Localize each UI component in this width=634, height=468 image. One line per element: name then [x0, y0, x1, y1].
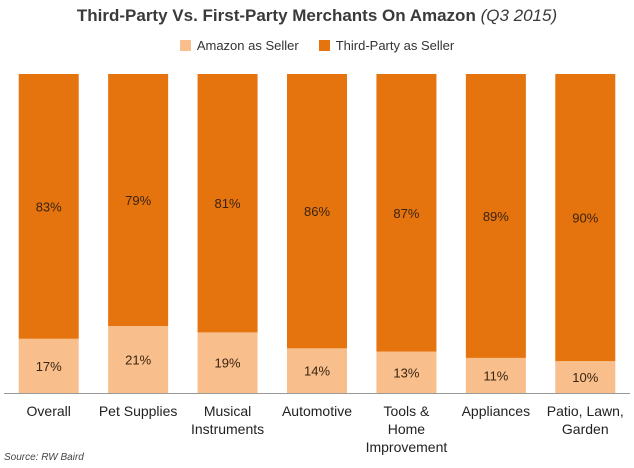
category-label-2-0: Musical: [204, 403, 251, 419]
data-label-third-party-0: 83%: [36, 199, 62, 214]
bar-third-party-1: [108, 74, 169, 327]
bar-third-party-5: [465, 74, 526, 358]
bar-amazon-3: [287, 348, 347, 393]
data-label-amazon-0: 17%: [36, 359, 62, 374]
source-note: Source: RW Baird: [4, 452, 84, 463]
category-label-6-1: Garden: [562, 421, 609, 437]
data-label-third-party-1: 79%: [125, 193, 151, 208]
legend-label-third-party: Third-Party as Seller: [335, 38, 455, 53]
legend-swatch-third-party: [318, 40, 330, 51]
bar-amazon-5: [465, 357, 526, 393]
data-label-third-party-6: 90%: [572, 211, 598, 226]
data-label-third-party-3: 86%: [304, 204, 330, 219]
legend-item-amazon: Amazon as Seller: [179, 38, 299, 53]
bar-third-party-6: [555, 74, 616, 362]
category-label-0-0: Overall: [27, 403, 71, 419]
chart-title: Third-Party Vs. First-Party Merchants On…: [0, 6, 634, 26]
data-label-amazon-3: 14%: [304, 364, 330, 379]
bar-amazon-6: [555, 361, 616, 393]
bar-third-party-2: [197, 74, 258, 333]
bar-amazon-1: [108, 326, 169, 393]
bar-amazon-0: [18, 338, 79, 393]
category-label-1-0: Pet Supplies: [99, 403, 178, 419]
category-label-4-0: Tools &: [383, 403, 430, 419]
category-label-4-1: Home: [388, 421, 426, 437]
data-label-third-party-4: 87%: [393, 206, 419, 221]
data-label-amazon-5: 11%: [483, 368, 508, 383]
bar-third-party-0: [18, 74, 79, 339]
data-label-third-party-5: 89%: [483, 209, 509, 224]
bar-amazon-2: [197, 332, 258, 393]
category-label-3-0: Automotive: [282, 403, 352, 419]
category-label-5-0: Appliances: [462, 403, 531, 419]
category-label-4-2: Improvement: [366, 439, 448, 455]
legend-swatch-amazon: [179, 40, 191, 51]
data-label-third-party-2: 81%: [215, 196, 241, 211]
legend-label-amazon: Amazon as Seller: [196, 38, 299, 53]
data-label-amazon-1: 21%: [125, 353, 151, 368]
data-label-amazon-6: 10%: [572, 370, 598, 385]
chart-title-main: Third-Party Vs. First-Party Merchants On…: [76, 6, 476, 25]
category-label-6-0: Patio, Lawn,: [547, 403, 624, 419]
data-label-amazon-4: 13%: [393, 365, 419, 380]
bar-amazon-4: [376, 351, 437, 393]
chart-title-sub: (Q3 2015): [480, 6, 558, 25]
bar-third-party-3: [287, 74, 347, 349]
data-label-amazon-2: 19%: [215, 356, 241, 371]
bar-third-party-4: [376, 74, 437, 352]
chart-legend: Amazon as Seller Third-Party as Seller: [0, 38, 634, 53]
category-label-2-1: Instruments: [191, 421, 264, 437]
legend-item-third-party: Third-Party as Seller: [318, 38, 455, 53]
